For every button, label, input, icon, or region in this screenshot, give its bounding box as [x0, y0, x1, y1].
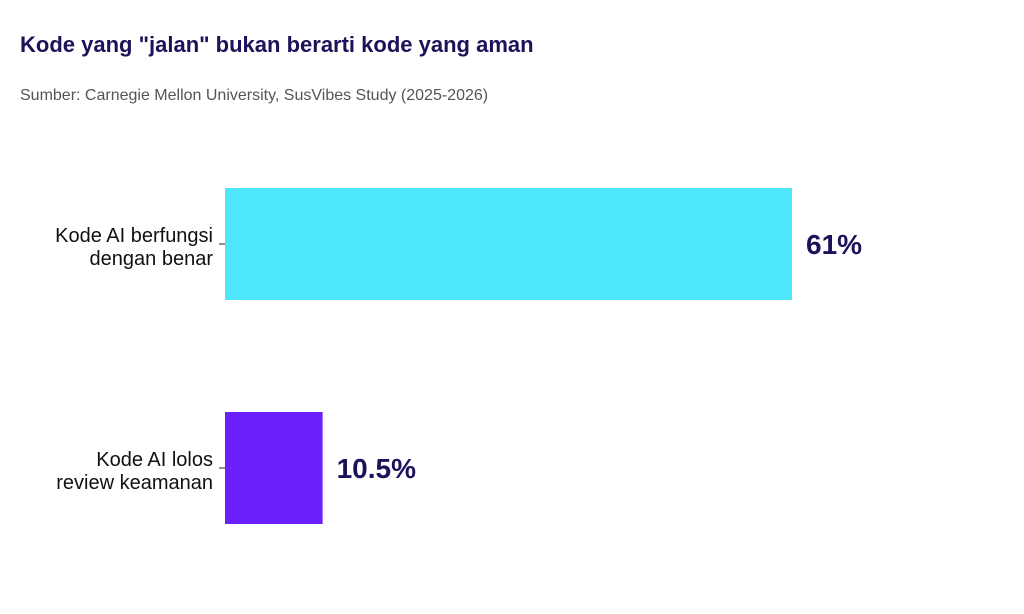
category-label-1: Kode AI lolos review keamanan: [56, 449, 213, 494]
value-label-1: 10.5%: [337, 453, 416, 484]
bar-0: [225, 188, 792, 300]
category-label-0: Kode AI berfungsi dengan benar: [55, 225, 213, 270]
chart-title: Kode yang "jalan" bukan berarti kode yan…: [20, 32, 534, 57]
category-label-line: Kode AI berfungsi: [55, 225, 213, 247]
value-label-0: 61%: [806, 229, 862, 260]
category-label-line: Kode AI lolos: [96, 449, 213, 471]
category-label-line: dengan benar: [90, 248, 214, 270]
category-label-line: review keamanan: [56, 472, 213, 494]
bar-1: [225, 412, 323, 524]
chart-subtitle: Sumber: Carnegie Mellon University, SusV…: [20, 87, 489, 104]
